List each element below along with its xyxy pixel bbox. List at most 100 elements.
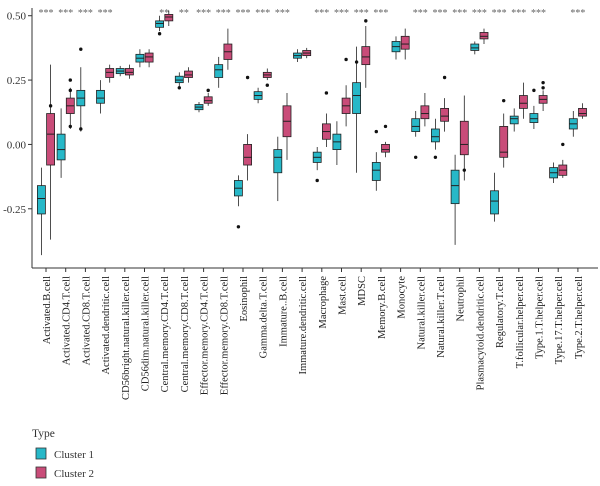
significance-label: *** <box>98 8 113 19</box>
outlier-point <box>433 155 438 160</box>
outlier-point <box>532 88 536 93</box>
x-tick-labels: Activated.B.cell Activated.CD4.T.cell Acti… <box>42 276 585 400</box>
box-iqr <box>164 14 174 22</box>
outlier-point <box>344 57 348 62</box>
x-tick-label: Central.memory.CD8.T.cell <box>180 276 191 392</box>
outlier-point <box>79 47 83 51</box>
outlier-point <box>177 86 181 90</box>
significance-label: *** <box>511 8 526 19</box>
box-cluster2 <box>262 68 272 87</box>
box-iqr <box>203 96 213 104</box>
x-tick-label: Immature..B.cell <box>278 276 289 347</box>
box-cluster1 <box>549 162 558 184</box>
box-iqr <box>578 107 587 117</box>
box-cluster2 <box>321 91 331 148</box>
box-cluster1 <box>411 110 421 160</box>
box-iqr <box>430 128 440 143</box>
x-tick-label: Gamma.delta.T.cell <box>259 276 270 358</box>
box-cluster2 <box>223 28 233 70</box>
box-iqr <box>174 75 184 84</box>
box-iqr <box>37 185 46 215</box>
x-tick-label: Type.17.T.helper.cell <box>554 276 565 364</box>
box-cluster1 <box>568 110 578 137</box>
box-iqr <box>125 68 134 76</box>
box-iqr <box>519 95 528 109</box>
x-tick-label: CD56dim.natural.killer.cell <box>141 276 152 391</box>
y-tick-label: 0.00 <box>7 139 27 151</box>
box-iqr <box>490 190 499 215</box>
outlier-point <box>48 104 53 108</box>
x-tick-label: Regulatory.T.cell <box>495 276 506 348</box>
outlier-point <box>541 80 545 85</box>
outlier-point <box>561 142 565 147</box>
box-cluster2 <box>400 28 410 60</box>
significance-label: *** <box>433 8 448 19</box>
outlier-point <box>157 32 162 36</box>
legend-swatch-cluster1 <box>35 447 47 460</box>
box-iqr <box>144 52 154 63</box>
box-cluster2 <box>381 124 390 158</box>
box-cluster2 <box>282 92 292 160</box>
box-cluster1 <box>529 88 539 129</box>
box-iqr <box>371 162 381 181</box>
significance-label: *** <box>570 8 585 19</box>
box-iqr <box>105 68 115 78</box>
significance-label: *** <box>236 8 251 19</box>
box-iqr <box>96 89 105 104</box>
x-tick-label: Effector.memory.CD4.T.cell <box>200 276 211 395</box>
x-tick-label: Activated.B.cell <box>42 276 53 344</box>
box-iqr <box>459 120 469 156</box>
x-tick-label: Type.1.T.helper.cell <box>535 276 546 359</box>
significance-label: *** <box>314 8 329 19</box>
box-cluster2 <box>243 75 253 181</box>
box-cluster2 <box>459 95 469 181</box>
x-tick-label: Natural.killer.cell <box>416 276 427 350</box>
box-cluster1 <box>352 46 362 173</box>
outlier-point <box>374 129 378 134</box>
box-cluster1 <box>509 108 519 132</box>
box-cluster2 <box>65 78 75 129</box>
box-iqr <box>155 20 165 28</box>
box-iqr <box>479 32 489 40</box>
box-iqr <box>450 169 460 205</box>
significance-label: ** <box>159 8 169 19</box>
outlier-point <box>414 155 418 160</box>
outlier-point <box>383 124 388 129</box>
significance-label: *** <box>255 8 270 19</box>
x-tick-label: Activated.CD8.T.cell <box>81 276 92 365</box>
outlier-point <box>265 83 269 87</box>
axes-layer: 0.50 0.25 0.00 -0.25 <box>3 8 598 272</box>
outlier-point <box>68 88 73 93</box>
outlier-point <box>442 75 447 80</box>
box-cluster1 <box>37 167 46 256</box>
box-cluster1 <box>391 36 401 60</box>
box-cluster2 <box>164 10 174 27</box>
box-cluster1 <box>194 101 204 113</box>
x-tick-label: Monocyte <box>397 276 408 319</box>
outlier-point <box>236 225 241 229</box>
legend-title: Type <box>32 428 55 440</box>
x-tick-label: Macrophage <box>318 276 329 329</box>
box-cluster2 <box>302 47 312 59</box>
legend-label-cluster1: Cluster 1 <box>54 449 94 461</box>
boxes-layer <box>37 10 587 256</box>
box-iqr <box>470 43 480 51</box>
significance-label: *** <box>275 8 290 19</box>
x-tick-label: Effector.memory.CD8.T.cell <box>219 276 230 395</box>
box-iqr <box>243 144 253 166</box>
box-cluster1 <box>115 65 125 77</box>
box-cluster1 <box>135 49 145 68</box>
box-cluster2 <box>105 64 115 83</box>
significance-label: *** <box>373 8 388 19</box>
y-tick-label: -0.25 <box>3 204 26 216</box>
box-iqr <box>184 70 193 78</box>
significance-layer: *** *** *** *** ** ** *** *** *** *** *** *** *** ***… <box>39 8 586 19</box>
outlier-point <box>206 88 210 93</box>
significance-label: *** <box>58 8 73 19</box>
legend-swatch-cluster2 <box>35 466 47 479</box>
box-cluster2 <box>558 142 568 178</box>
significance-label: *** <box>334 8 349 19</box>
significance-label: *** <box>492 8 507 19</box>
box-iqr <box>499 126 509 158</box>
